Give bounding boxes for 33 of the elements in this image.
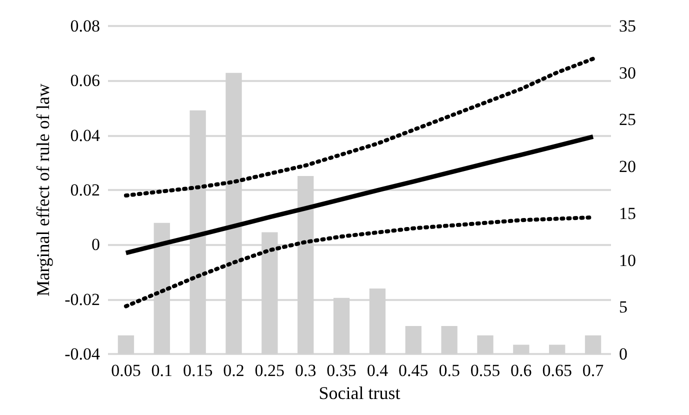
y2-tick-label: 25 bbox=[619, 110, 636, 130]
line-series bbox=[124, 56, 596, 198]
x-tick-label: 0.45 bbox=[398, 361, 428, 380]
x-axis-title: Social trust bbox=[318, 383, 400, 403]
y-axis-title: Marginal effect of rule of law bbox=[33, 84, 53, 296]
x-tick-label: 0.7 bbox=[582, 361, 604, 380]
x-tick-label: 0.25 bbox=[254, 361, 285, 380]
y-tick-label: 0.08 bbox=[70, 16, 100, 36]
x-tick-label: 0.4 bbox=[366, 361, 389, 380]
y-tick-label: 0 bbox=[92, 235, 100, 254]
x-tick-label: 0.05 bbox=[111, 361, 141, 380]
y-tick-label: -0.04 bbox=[64, 344, 100, 364]
line-series bbox=[124, 134, 596, 256]
y2-tick-label: 10 bbox=[619, 250, 636, 270]
y-tick-label: 0.02 bbox=[70, 180, 100, 200]
x-tick-label: 0.6 bbox=[510, 361, 532, 380]
y2-tick-label: 20 bbox=[619, 157, 636, 176]
x-tick-label: 0.2 bbox=[223, 361, 244, 380]
y2-tick-label: 35 bbox=[619, 16, 636, 36]
x-tick-label: 0.5 bbox=[438, 361, 460, 380]
y2-tick-label: 30 bbox=[619, 63, 636, 82]
x-tick-label: 0.55 bbox=[470, 361, 500, 380]
x-tick-label: 0.1 bbox=[151, 361, 173, 380]
x-tick-label: 0.3 bbox=[294, 361, 316, 380]
x-tick-label: 0.65 bbox=[542, 361, 572, 380]
x-tick-label: 0.15 bbox=[182, 361, 213, 380]
y-tick-label: -0.02 bbox=[64, 290, 100, 309]
y2-tick-label: 5 bbox=[619, 298, 628, 317]
y-tick-label: 0.04 bbox=[70, 126, 100, 145]
y2-tick-label: 15 bbox=[619, 204, 636, 223]
y-tick-label: 0.06 bbox=[70, 71, 100, 90]
y2-tick-label: 0 bbox=[619, 344, 628, 364]
x-tick-label: 0.35 bbox=[326, 361, 356, 380]
